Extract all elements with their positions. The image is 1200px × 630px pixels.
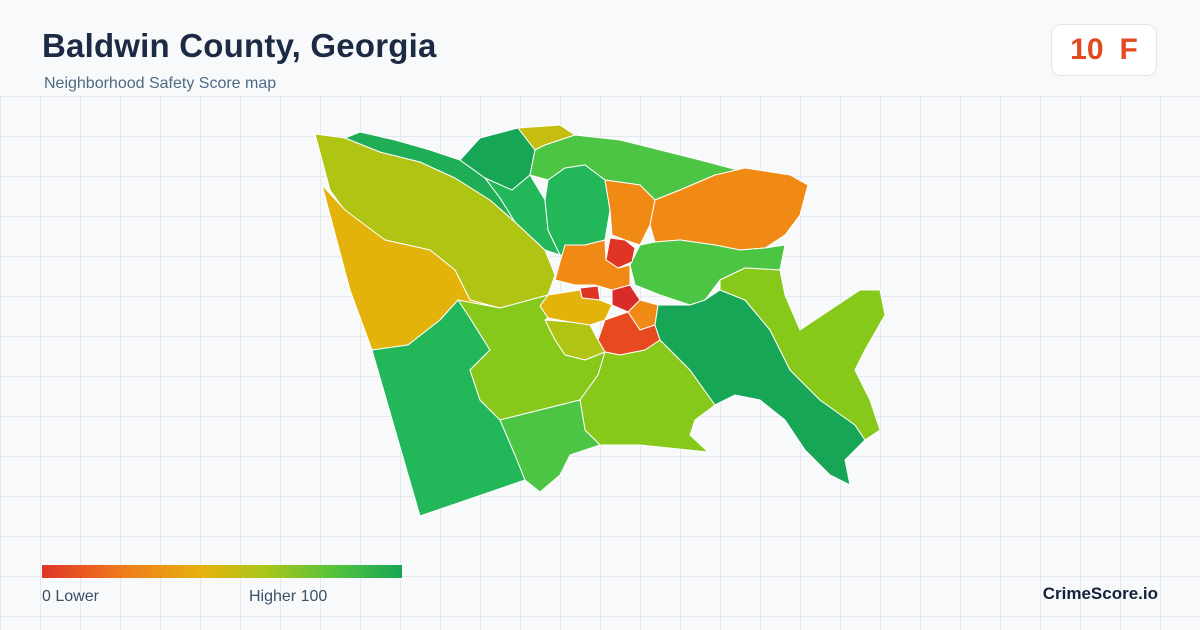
region-central-gold[interactable]: [539, 289, 613, 326]
legend-color-scale: [42, 565, 402, 578]
brand-logo-text[interactable]: CrimeScore.io: [1042, 584, 1158, 603]
safety-score-badge: 10 F: [1051, 24, 1157, 76]
page-title: Baldwin County, Georgia: [42, 27, 437, 64]
score-grade: F: [1119, 33, 1138, 66]
region-east-yellow-green[interactable]: [719, 267, 886, 441]
region-south-green[interactable]: [499, 399, 601, 493]
page-subtitle: Neighborhood Safety Score map: [44, 75, 277, 92]
score-value: 10: [1070, 33, 1104, 66]
header: [0, 0, 1200, 96]
legend-max-label: Higher 100: [249, 588, 328, 605]
legend-min-label: 0 Lower: [42, 588, 99, 605]
